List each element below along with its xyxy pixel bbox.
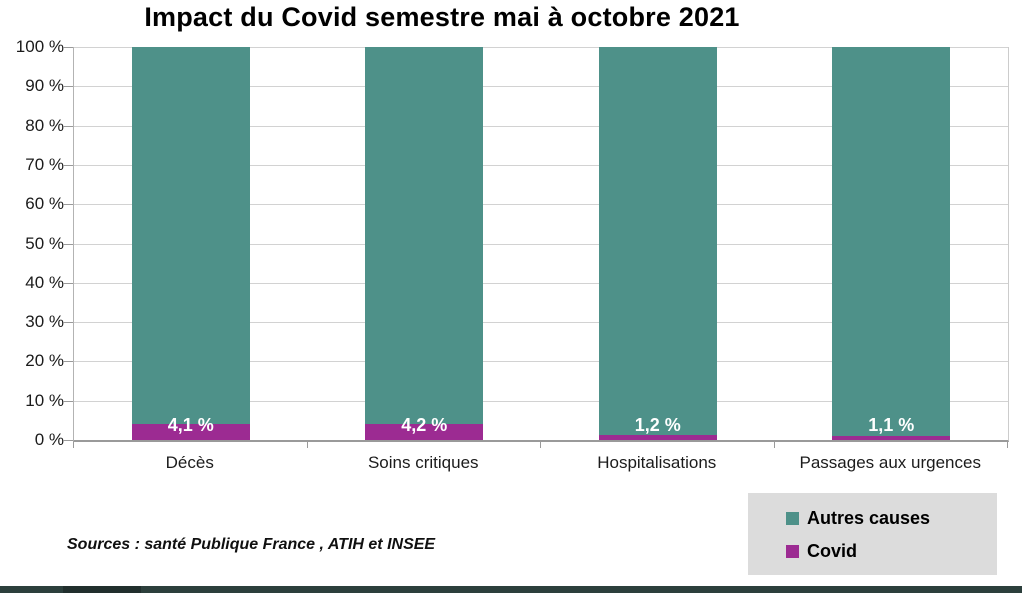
x-axis-category-label: Hospitalisations bbox=[540, 453, 774, 473]
source-note: Sources : santé Publique France , ATIH e… bbox=[67, 536, 435, 554]
window-edge-bar-segment bbox=[63, 586, 141, 593]
x-axis-tick bbox=[307, 442, 308, 448]
y-axis-label: 20 % bbox=[0, 351, 64, 371]
legend: Autres causes Covid bbox=[748, 493, 997, 575]
y-axis-tick bbox=[63, 440, 73, 441]
y-axis-tick bbox=[63, 86, 73, 87]
bar-value-label: 1,1 % bbox=[832, 415, 950, 435]
x-axis-category-label: Soins critiques bbox=[307, 453, 541, 473]
x-axis-tick bbox=[774, 442, 775, 448]
x-axis-category-label: Passages aux urgences bbox=[774, 453, 1008, 473]
x-axis-category-label: Décès bbox=[73, 453, 307, 473]
bar-segment-autres-causes bbox=[832, 47, 950, 440]
y-axis-label: 90 % bbox=[0, 76, 64, 96]
y-axis-tick bbox=[63, 47, 73, 48]
y-axis-tick bbox=[63, 283, 73, 284]
bar-value-label: 1,2 % bbox=[599, 415, 717, 435]
bar-segment-covid bbox=[599, 435, 717, 440]
bar-segment-autres-causes bbox=[132, 47, 250, 440]
y-axis-tick bbox=[63, 322, 73, 323]
legend-label: Autres causes bbox=[807, 508, 930, 529]
stacked-bar: 4,2 % bbox=[365, 47, 483, 440]
y-axis-label: 100 % bbox=[0, 37, 64, 57]
bar-value-label: 4,2 % bbox=[365, 415, 483, 435]
y-axis-label: 30 % bbox=[0, 312, 64, 332]
y-axis-label: 50 % bbox=[0, 234, 64, 254]
y-axis-label: 40 % bbox=[0, 273, 64, 293]
x-axis-tick bbox=[540, 442, 541, 448]
legend-item: Covid bbox=[786, 535, 997, 568]
y-axis-tick bbox=[63, 165, 73, 166]
y-axis-tick bbox=[63, 244, 73, 245]
bar-segment-covid bbox=[832, 436, 950, 440]
y-axis-tick bbox=[63, 361, 73, 362]
y-axis-label: 0 % bbox=[0, 430, 64, 450]
bar-value-label: 4,1 % bbox=[132, 415, 250, 435]
bar-segment-autres-causes bbox=[599, 47, 717, 440]
stacked-bar: 1,2 % bbox=[599, 47, 717, 440]
window-edge-bar bbox=[0, 586, 1022, 593]
legend-swatch-icon bbox=[786, 512, 799, 525]
stacked-bar: 1,1 % bbox=[832, 47, 950, 440]
y-axis-label: 80 % bbox=[0, 116, 64, 136]
y-axis-label: 60 % bbox=[0, 194, 64, 214]
bar-segment-autres-causes bbox=[365, 47, 483, 440]
legend-swatch-icon bbox=[786, 545, 799, 558]
legend-label: Covid bbox=[807, 541, 857, 562]
chart-title: Impact du Covid semestre mai à octobre 2… bbox=[0, 2, 884, 33]
y-axis-label: 10 % bbox=[0, 391, 64, 411]
legend-item: Autres causes bbox=[786, 502, 997, 535]
y-axis-label: 70 % bbox=[0, 155, 64, 175]
y-axis-tick bbox=[63, 204, 73, 205]
y-axis-tick bbox=[63, 126, 73, 127]
y-axis-tick bbox=[63, 401, 73, 402]
x-axis-tick bbox=[1007, 442, 1008, 448]
chart-window: Impact du Covid semestre mai à octobre 2… bbox=[0, 0, 1022, 593]
stacked-bar: 4,1 % bbox=[132, 47, 250, 440]
plot-area: 4,1 % 4,2 % 1,2 % 1,1 % bbox=[73, 47, 1009, 442]
x-axis-tick bbox=[73, 442, 74, 448]
